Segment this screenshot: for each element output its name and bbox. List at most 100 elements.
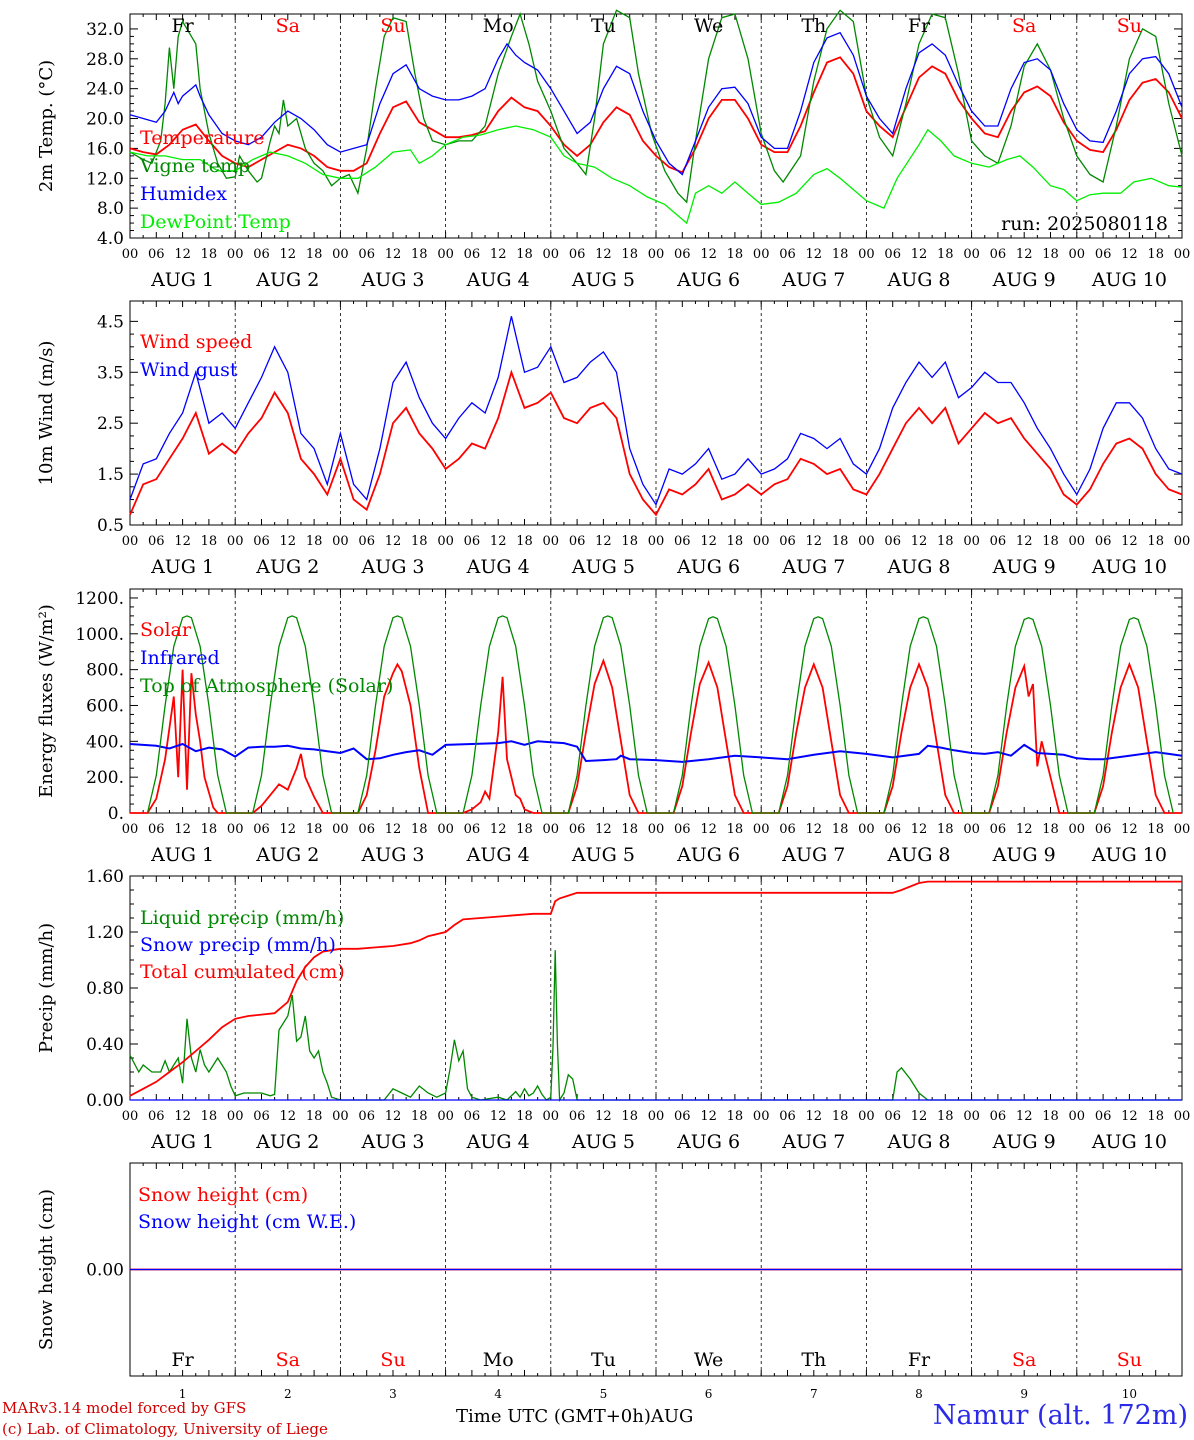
x-hour-label: 06 <box>253 1109 270 1124</box>
day-number-label: 4 <box>494 1387 502 1401</box>
x-hour-label: 06 <box>253 822 270 837</box>
x-hour-label: 00 <box>1174 534 1191 549</box>
legend-entry: Total cumulated (cm) <box>140 961 345 983</box>
x-hour-label: 00 <box>227 534 244 549</box>
day-number-label: 9 <box>1020 1387 1028 1401</box>
legend-entry: Vigne temp <box>139 155 250 177</box>
x-hour-label: 00 <box>1069 822 1086 837</box>
x-hour-label: 00 <box>437 822 454 837</box>
x-hour-label: 00 <box>543 822 560 837</box>
x-hour-label: 00 <box>648 822 665 837</box>
x-hour-label: 00 <box>122 1109 139 1124</box>
x-date-label: AUG 2 <box>255 269 319 291</box>
x-hour-label: 12 <box>1016 1109 1033 1124</box>
x-hour-label: 06 <box>990 822 1007 837</box>
x-hour-label: 00 <box>437 1109 454 1124</box>
legend-entry: Wind speed <box>140 331 252 353</box>
x-hour-label: 00 <box>858 1109 875 1124</box>
x-date-label: AUG 1 <box>150 269 214 291</box>
x-hour-label: 18 <box>1042 534 1059 549</box>
legend-entry: Top of Atmosphere (Solar) <box>140 675 393 697</box>
weekday-label: Fr <box>908 1349 931 1371</box>
x-hour-label: 12 <box>806 534 823 549</box>
x-hour-label: 06 <box>358 822 375 837</box>
x-hour-label: 00 <box>648 247 665 262</box>
weekday-label: Tu <box>591 15 616 37</box>
x-hour-label: 06 <box>148 1109 165 1124</box>
y-tick-label: 0.40 <box>86 1035 124 1055</box>
legend-entry: DewPoint Temp <box>140 211 291 233</box>
x-hour-label: 12 <box>280 534 297 549</box>
x-hour-label: 18 <box>516 1109 533 1124</box>
x-hour-label: 06 <box>884 1109 901 1124</box>
x-hour-label: 12 <box>280 247 297 262</box>
x-date-label: AUG 1 <box>150 844 214 866</box>
weekday-label: We <box>694 1349 723 1371</box>
x-hour-label: 12 <box>385 822 402 837</box>
x-hour-label: 18 <box>937 534 954 549</box>
y-tick-label: 28.0 <box>86 50 124 70</box>
x-hour-label: 12 <box>174 1109 191 1124</box>
x-hour-label: 00 <box>963 1109 980 1124</box>
x-hour-label: 00 <box>332 534 349 549</box>
y-tick-label: 0.00 <box>86 1091 124 1111</box>
x-date-label: AUG 10 <box>1091 556 1167 578</box>
x-date-label: AUG 1 <box>150 1131 214 1153</box>
y-tick-label: 4.5 <box>97 312 124 332</box>
x-hour-label: 00 <box>963 534 980 549</box>
x-hour-label: 18 <box>1042 247 1059 262</box>
x-date-label: AUG 7 <box>781 1131 845 1153</box>
weekday-label: Th <box>801 1349 826 1371</box>
y-tick-label: 200. <box>86 768 124 788</box>
x-hour-label: 06 <box>358 247 375 262</box>
x-date-label: AUG 4 <box>466 269 530 291</box>
x-date-label: AUG 4 <box>466 844 530 866</box>
x-hour-label: 18 <box>727 534 744 549</box>
x-date-label: AUG 6 <box>676 1131 740 1153</box>
x-hour-label: 12 <box>911 534 928 549</box>
y-tick-label: 0.5 <box>97 516 124 536</box>
x-hour-label: 18 <box>516 822 533 837</box>
x-hour-label: 18 <box>937 247 954 262</box>
x-hour-label: 18 <box>937 822 954 837</box>
x-hour-label: 00 <box>1069 247 1086 262</box>
x-hour-label: 12 <box>911 1109 928 1124</box>
series-line-wind-gust <box>129 316 1183 507</box>
x-hour-label: 12 <box>1016 534 1033 549</box>
x-hour-label: 00 <box>437 534 454 549</box>
y-tick-label: 1.20 <box>86 923 124 943</box>
day-number-label: 5 <box>600 1387 608 1401</box>
legend-entry: Temperature <box>140 127 264 149</box>
legend-entry: Snow precip (mm/h) <box>140 934 336 956</box>
x-hour-label: 06 <box>990 1109 1007 1124</box>
x-hour-label: 06 <box>464 534 481 549</box>
x-date-label: AUG 9 <box>992 844 1056 866</box>
series-line-humidex <box>129 31 1183 176</box>
x-hour-label: 18 <box>937 1109 954 1124</box>
legend-entry: Solar <box>140 619 192 641</box>
x-date-label: AUG 7 <box>781 556 845 578</box>
x-hour-label: 18 <box>1042 1109 1059 1124</box>
x-hour-label: 00 <box>332 1109 349 1124</box>
y-tick-label: 20.0 <box>86 110 124 130</box>
x-hour-label: 06 <box>884 822 901 837</box>
x-hour-label: 00 <box>1069 534 1086 549</box>
x-hour-label: 06 <box>148 822 165 837</box>
x-date-label: AUG 3 <box>360 1131 424 1153</box>
x-date-label: AUG 5 <box>571 844 635 866</box>
x-hour-label: 18 <box>727 247 744 262</box>
day-number-label: 7 <box>810 1387 818 1401</box>
weekday-label: Th <box>801 15 826 37</box>
x-hour-label: 18 <box>201 822 218 837</box>
x-date-label: AUG 8 <box>886 844 950 866</box>
x-date-label: AUG 6 <box>676 844 740 866</box>
y-tick-label: 1200. <box>75 589 124 609</box>
legend-entry: Infrared <box>140 647 220 669</box>
x-hour-label: 18 <box>727 822 744 837</box>
x-hour-label: 12 <box>385 1109 402 1124</box>
series-line-total-cumulated-cm- <box>129 880 1182 1097</box>
y-axis-label: Snow height (cm) <box>36 1189 57 1350</box>
x-date-label: AUG 2 <box>255 1131 319 1153</box>
x-hour-label: 06 <box>1095 534 1112 549</box>
y-tick-label: 800. <box>86 661 124 681</box>
